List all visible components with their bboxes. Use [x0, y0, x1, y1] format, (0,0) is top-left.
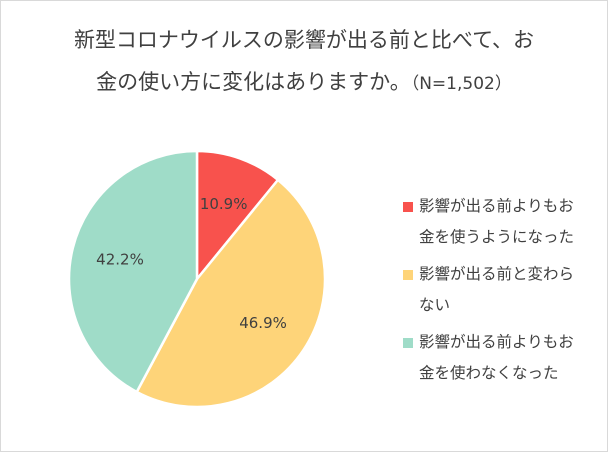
legend-item: 影響が出る前よりもお 金を使うようになった: [401, 191, 601, 253]
legend-item: 影響が出る前と変わら ない: [401, 259, 601, 321]
legend-label-line2: 金を使うようになった: [419, 228, 575, 246]
pie-slice-less-spending: [67, 149, 199, 394]
legend: 影響が出る前よりもお 金を使うようになった 影響が出る前と変わら ない 影響が出…: [401, 191, 601, 395]
pie-data-label: 42.2%: [96, 251, 144, 269]
legend-label-line2: 金を使わなくなった: [419, 364, 559, 382]
sample-size-note: （N=1,502）: [410, 74, 512, 94]
chart-title-line2: 金の使い方に変化はありますか。（N=1,502）: [1, 61, 607, 105]
chart-title-line2-text: 金の使い方に変化はありますか。: [96, 70, 411, 94]
legend-label-line2: ない: [419, 296, 451, 314]
pie-data-label: 46.9%: [239, 314, 287, 332]
pie-slice-unchanged: [135, 178, 327, 409]
pie-data-label: 10.9%: [200, 195, 248, 213]
legend-swatch-more-spending: [403, 202, 413, 212]
legend-item: 影響が出る前よりもお 金を使わなくなった: [401, 327, 601, 389]
legend-label-line1: 影響が出る前と変わら: [419, 265, 575, 283]
legend-label-line1: 影響が出る前よりもお: [419, 197, 574, 215]
legend-swatch-less-spending: [403, 338, 413, 348]
pie-slice-more-spending: [195, 149, 280, 281]
chart-title-line1: 新型コロナウイルスの影響が出る前と比べて、お: [73, 28, 535, 52]
legend-swatch-unchanged: [403, 270, 413, 280]
chart-title: 新型コロナウイルスの影響が出る前と比べて、お 金の使い方に変化はありますか。（N…: [1, 19, 607, 105]
legend-label-line1: 影響が出る前よりもお: [419, 333, 574, 351]
